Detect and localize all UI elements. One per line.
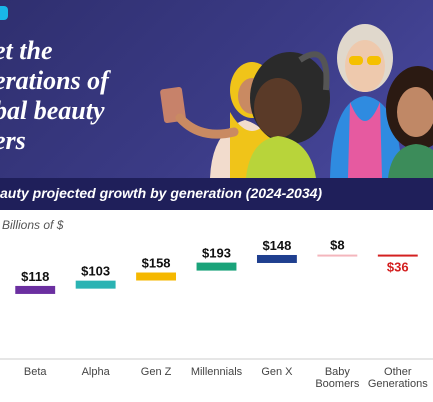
waterfall-chart: $118 $103 $158 $193 $148 $8 $36 Beta Alpha Gen Z… [0,238,433,390]
consumers-photo-illustration [160,24,433,178]
tick-labels-group: Beta Alpha Gen Z Millennials Gen X Baby Boomer… [24,366,428,390]
value-label-beta: $118 [21,269,49,284]
tick-label-beta: Beta [24,366,48,378]
person-smiling-woman-icon [386,66,433,178]
person-older-woman-icon [330,24,402,178]
headline-line-1: et the [0,36,53,65]
chart-subtitle: auty projected growth by generation (202… [0,185,323,201]
tick-label-alpha: Alpha [82,366,111,378]
unit-label: Billions of $ [2,218,64,232]
value-label-gen-z: $158 [142,256,171,271]
value-labels-group: $118 $103 $158 $193 $148 $8 $36 [21,238,409,284]
tick-label-millennials: Millennials [191,366,243,378]
bars-group [15,254,418,294]
person-center-icon [246,51,330,178]
bar-beta [15,285,56,294]
bar-gen-x [256,254,297,263]
bar-alpha [75,280,116,289]
bar-millennials [196,262,237,271]
hero-banner: et the erations of bal beauty ers [0,0,433,178]
value-label-alpha: $103 [81,264,110,279]
bar-baby-boomers [317,254,358,257]
tick-label-gen-x: Gen X [261,366,293,378]
subtitle-bar: auty projected growth by generation (202… [0,178,433,210]
value-label-gen-x: $148 [262,238,291,253]
tick-label-gen-z: Gen Z [141,366,172,378]
brand-logo-icon [0,6,8,20]
banner-headline: et the erations of bal beauty ers [0,36,174,156]
value-label-baby-boomers: $8 [330,238,344,253]
headline-line-4: ers [0,126,26,155]
tick-label-baby-boomers: Baby Boomers [315,366,360,390]
tick-label-other-generations: Other Generations [368,366,428,390]
value-label-other-generations: $36 [387,260,409,275]
bar-gen-z [136,272,177,281]
headline-line-3: bal beauty [0,96,105,125]
bar-other-generations [377,254,418,257]
value-label-millennials: $193 [202,246,231,261]
headline-line-2: erations of [0,66,109,95]
